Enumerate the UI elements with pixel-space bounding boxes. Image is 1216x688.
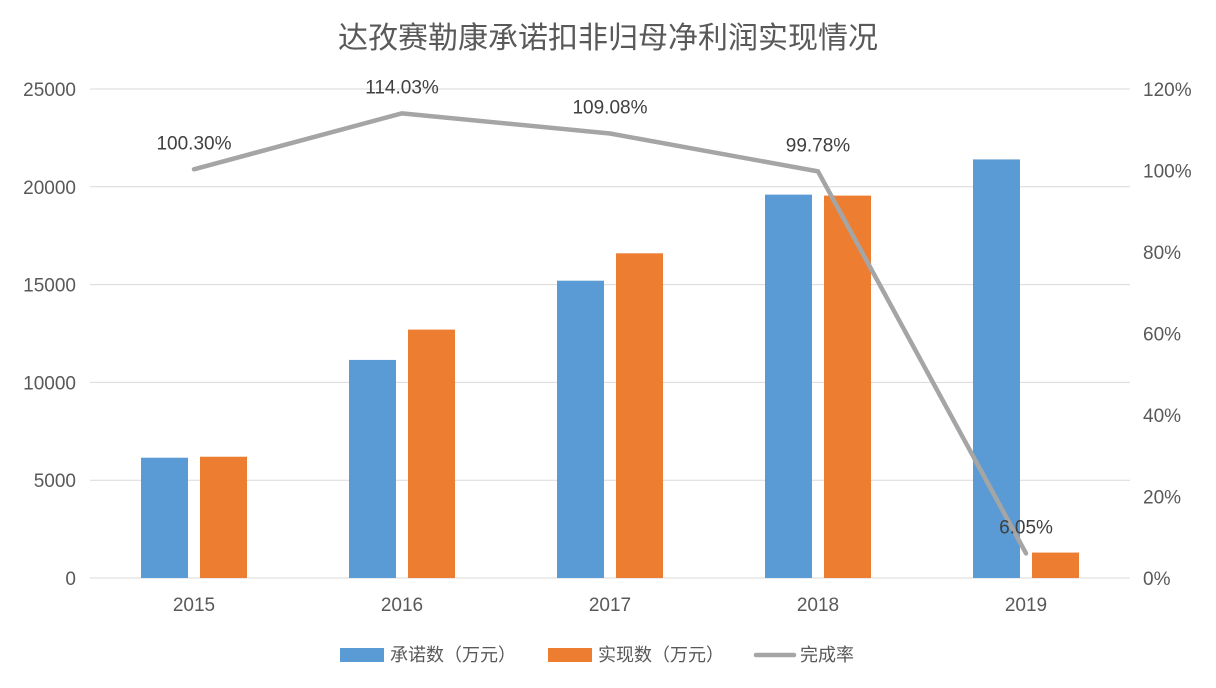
gridlines [90,88,1130,579]
right-tick-label: 20% [1143,488,1181,509]
x-tick-label: 2017 [589,595,631,616]
completion-rate-label: 100.30% [156,133,231,154]
right-tick-label: 40% [1143,406,1181,427]
left-tick-label: 0 [65,569,76,590]
right-tick-label: 120% [1143,80,1192,101]
completion-rate-label: 99.78% [786,135,851,156]
left-axis: 0 5000 10000 15000 20000 25000 [23,80,76,590]
actual-bar [1032,552,1079,578]
completion-rate-label: 6.05% [999,517,1053,538]
x-tick-label: 2018 [797,595,839,616]
x-tick-label: 2016 [381,595,423,616]
actual-bar [616,253,663,578]
committed-bar [141,457,188,578]
legend-label: 实现数（万元） [598,645,724,666]
right-tick-label: 100% [1143,162,1192,183]
legend-swatch [548,648,592,662]
left-tick-label: 20000 [23,178,76,199]
left-tick-label: 5000 [34,471,76,492]
legend: 承诺数（万元） 实现数（万元） 完成率 [340,645,854,666]
legend-label: 承诺数（万元） [390,645,516,666]
actual-bar [824,195,871,579]
right-tick-label: 60% [1143,325,1181,346]
x-axis: 2015 2016 2017 2018 2019 [173,595,1047,616]
bars [141,159,1079,579]
completion-rate-polyline [191,111,1029,556]
left-tick-label: 15000 [23,276,76,297]
legend-swatch [340,648,384,662]
actual-bar [408,329,455,578]
completion-rate-line [191,111,1029,556]
data-labels: 100.30% 114.03% 109.08% 99.78% 6.05% [156,77,1053,538]
chart-title: 达孜赛勒康承诺扣非归母净利润实现情况 [338,21,878,56]
committed-bar [349,359,396,578]
completion-rate-label: 109.08% [572,97,647,118]
right-axis: 0% 20% 40% 60% 80% 100% 120% [1143,80,1192,590]
legend-label: 完成率 [800,645,854,666]
x-tick-label: 2015 [173,595,215,616]
left-tick-label: 10000 [23,373,76,394]
left-tick-label: 25000 [23,80,76,101]
committed-bar [973,159,1020,578]
committed-bar [765,194,812,578]
completion-rate-label: 114.03% [365,77,439,98]
actual-bar [200,456,247,578]
right-tick-label: 0% [1143,569,1171,590]
right-tick-label: 80% [1143,243,1181,264]
x-tick-label: 2019 [1005,595,1047,616]
committed-bar [557,280,604,578]
